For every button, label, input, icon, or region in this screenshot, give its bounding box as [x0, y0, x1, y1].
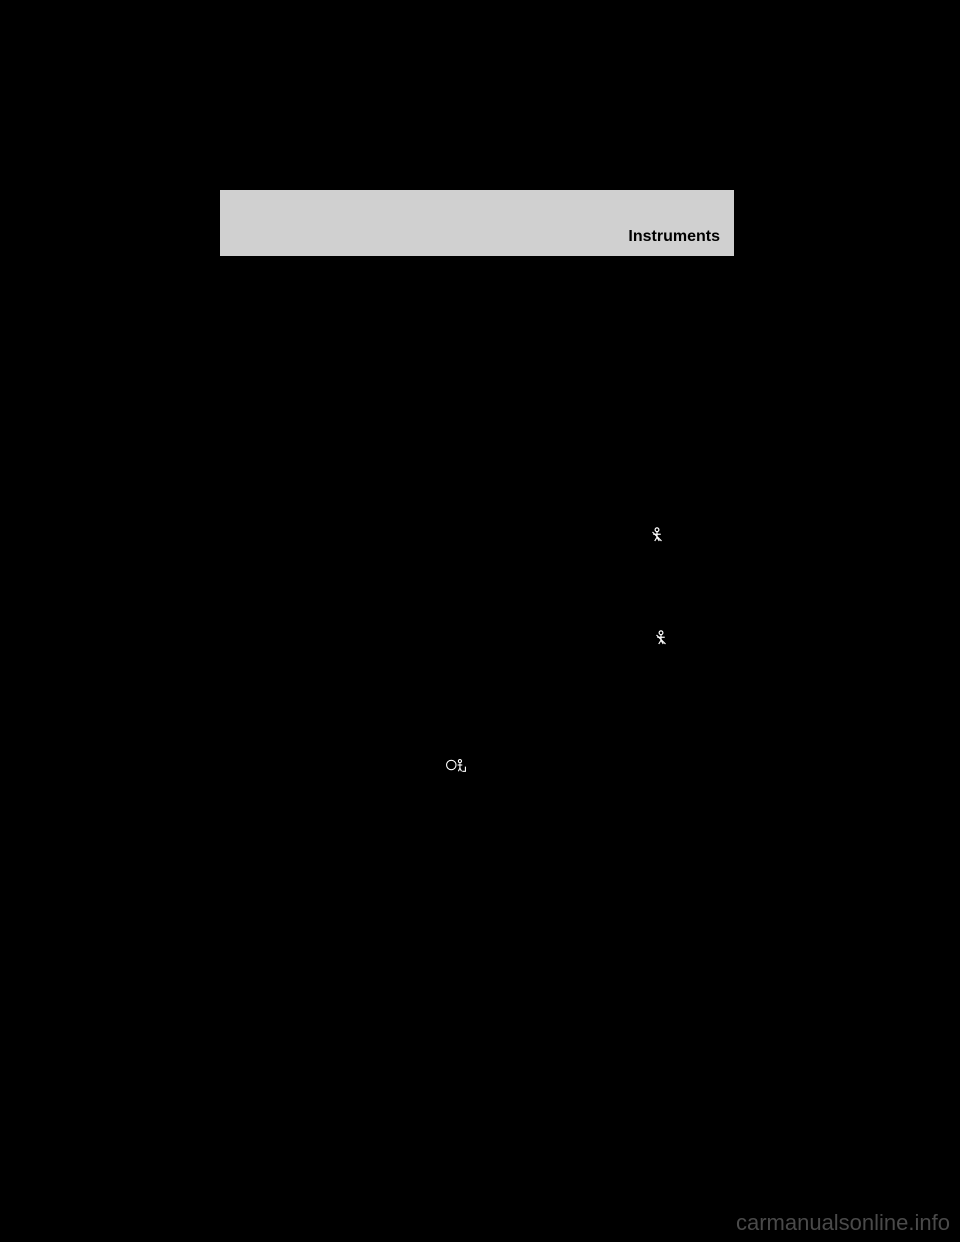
- section-title: Instruments: [628, 228, 720, 245]
- watermark: carmanualsonline.info: [736, 1210, 950, 1236]
- seatbelt-icon: [652, 629, 670, 647]
- page-header: Instruments: [220, 190, 734, 256]
- seatbelt-icon: [648, 526, 666, 544]
- manual-page: Instruments: [220, 190, 734, 1006]
- page-content: [220, 256, 734, 1006]
- airbag-icon: [445, 756, 467, 774]
